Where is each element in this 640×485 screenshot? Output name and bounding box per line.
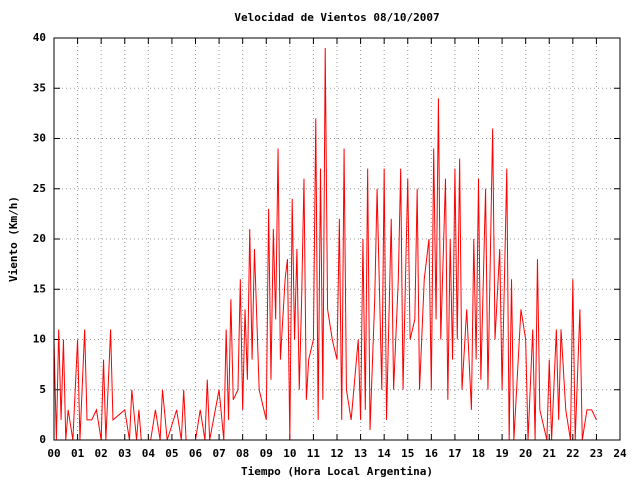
- x-tick-label: 21: [543, 447, 557, 460]
- x-tick-label: 03: [118, 447, 131, 460]
- x-tick-label: 23: [590, 447, 603, 460]
- x-tick-label: 11: [307, 447, 321, 460]
- x-tick-label: 16: [425, 447, 439, 460]
- y-tick-label: 5: [39, 383, 46, 396]
- x-tick-label: 09: [260, 447, 273, 460]
- x-tick-label: 24: [613, 447, 627, 460]
- x-tick-label: 22: [566, 447, 579, 460]
- x-tick-label: 14: [378, 447, 392, 460]
- x-tick-label: 06: [189, 447, 203, 460]
- x-tick-label: 15: [401, 447, 414, 460]
- y-tick-label: 25: [33, 182, 46, 195]
- x-axis-label: Tiempo (Hora Local Argentina): [241, 465, 433, 478]
- chart-title: Velocidad de Vientos 08/10/2007: [234, 11, 439, 24]
- x-tick-label: 08: [236, 447, 249, 460]
- y-tick-label: 30: [33, 132, 46, 145]
- x-tick-label: 05: [165, 447, 178, 460]
- x-tick-label: 10: [283, 447, 296, 460]
- x-tick-label: 19: [495, 447, 508, 460]
- y-axis-label: Viento (Km/h): [7, 196, 20, 282]
- y-tick-label: 0: [39, 433, 46, 446]
- x-tick-label: 18: [472, 447, 485, 460]
- x-tick-label: 13: [354, 447, 367, 460]
- y-tick-label: 40: [33, 31, 46, 44]
- plot-frame: [53, 37, 621, 441]
- line: [53, 48, 597, 441]
- x-tick-label: 02: [95, 447, 108, 460]
- y-tick-label: 15: [33, 282, 46, 295]
- x-tick-label: 20: [519, 447, 532, 460]
- x-tick-label: 04: [142, 447, 156, 460]
- y-tick-label: 35: [33, 81, 46, 94]
- x-tick-label: 00: [47, 447, 60, 460]
- x-tick-label: 01: [71, 447, 85, 460]
- x-tick-label: 17: [448, 447, 461, 460]
- x-tick-label: 12: [330, 447, 343, 460]
- y-tick-label: 20: [33, 232, 46, 245]
- x-tick-label: 07: [212, 447, 225, 460]
- y-tick-label: 10: [33, 333, 46, 346]
